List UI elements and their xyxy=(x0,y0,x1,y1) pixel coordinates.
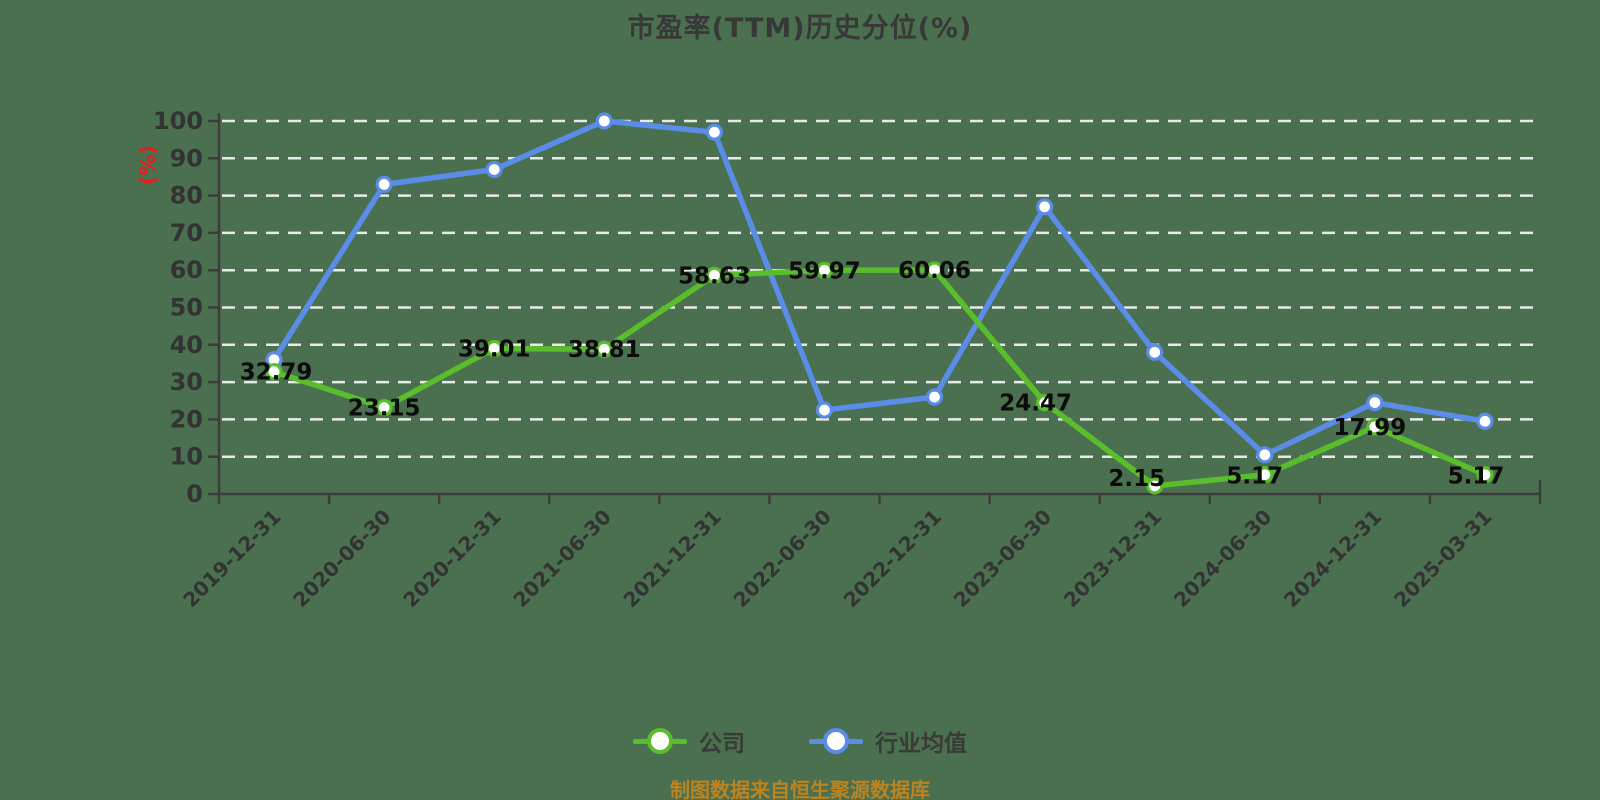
legend-item-company[interactable]: 公司 xyxy=(633,724,745,758)
source-note: 制图数据来自恒生聚源数据库 xyxy=(670,778,930,800)
data-point xyxy=(705,266,723,284)
data-point xyxy=(1036,394,1054,412)
x-tick-label: 2021-12-31 xyxy=(618,505,725,612)
data-point xyxy=(595,340,613,358)
data-point xyxy=(815,261,834,279)
company-series-marker-icon xyxy=(633,727,687,755)
x-tick-label: 2020-06-30 xyxy=(288,505,395,612)
data-point xyxy=(485,160,503,179)
x-tick-label: 2023-06-30 xyxy=(949,505,1056,612)
data-point xyxy=(1146,343,1164,361)
data-point xyxy=(1146,477,1164,495)
x-tick-label: 2025-03-31 xyxy=(1389,505,1496,612)
y-tick-label: 50 xyxy=(170,294,203,322)
y-tick-label: 80 xyxy=(170,182,203,210)
legend-label-company: 公司 xyxy=(699,731,745,757)
legend: 公司 行业均值 xyxy=(0,724,1600,758)
y-tick-label: 90 xyxy=(170,144,203,172)
data-point xyxy=(1256,466,1274,484)
x-tick-label: 2021-06-30 xyxy=(508,505,615,612)
data-point xyxy=(925,261,944,279)
data-point xyxy=(1476,412,1494,430)
y-tick-label: 0 xyxy=(186,480,203,508)
chart-title: 市盈率(TTM)历史分位(%) xyxy=(627,13,973,44)
data-point xyxy=(375,399,393,417)
data-point xyxy=(485,339,503,358)
data-point xyxy=(925,388,944,406)
data-label: 38.81 xyxy=(568,337,641,363)
y-tick-label: 20 xyxy=(170,405,203,433)
data-point xyxy=(375,175,393,194)
data-label: 58.63 xyxy=(678,263,751,289)
data-label: 5.17 xyxy=(1226,464,1283,490)
x-tick-label: 2019-12-31 xyxy=(178,505,285,612)
data-label: 23.15 xyxy=(348,396,421,422)
data-label: 5.17 xyxy=(1448,464,1505,490)
x-tick-label: 2022-12-31 xyxy=(839,505,946,612)
data-label: 59.97 xyxy=(788,258,861,284)
data-label: 32.79 xyxy=(240,360,313,386)
x-tick-label: 2022-06-30 xyxy=(729,505,836,612)
legend-item-industry[interactable]: 行业均值 xyxy=(809,724,967,758)
x-tick-label: 2024-06-30 xyxy=(1169,505,1276,612)
data-label: 2.15 xyxy=(1108,466,1165,492)
data-label: 39.01 xyxy=(458,336,531,362)
data-point xyxy=(1366,394,1384,412)
y-tick-label: 70 xyxy=(170,219,203,247)
y-tick-label: 60 xyxy=(170,256,203,284)
y-tick-label: 30 xyxy=(170,368,203,396)
industry-series-marker-icon xyxy=(809,727,863,755)
data-point xyxy=(265,363,283,381)
x-tick-label: 2020-12-31 xyxy=(398,505,505,612)
legend-label-industry: 行业均值 xyxy=(875,731,967,757)
series-line-company xyxy=(271,267,1488,489)
data-label: 24.47 xyxy=(999,391,1072,417)
y-tick-label: 100 xyxy=(153,107,203,135)
data-point xyxy=(705,123,723,141)
y-tick-label: 40 xyxy=(170,331,203,359)
series-line-industry xyxy=(271,118,1488,458)
data-point xyxy=(1256,446,1274,464)
x-tick-label: 2024-12-31 xyxy=(1279,505,1386,612)
y-tick-label: 10 xyxy=(170,443,203,471)
x-tick-label: 2023-12-31 xyxy=(1059,505,1166,612)
data-point xyxy=(595,112,613,130)
data-point xyxy=(815,401,834,419)
data-point xyxy=(1476,466,1494,484)
data-label: 60.06 xyxy=(898,258,971,284)
data-label: 17.99 xyxy=(1333,415,1406,441)
data-point xyxy=(1366,418,1384,436)
data-point xyxy=(1036,198,1054,216)
y-axis-unit-label: (%) xyxy=(136,145,160,185)
